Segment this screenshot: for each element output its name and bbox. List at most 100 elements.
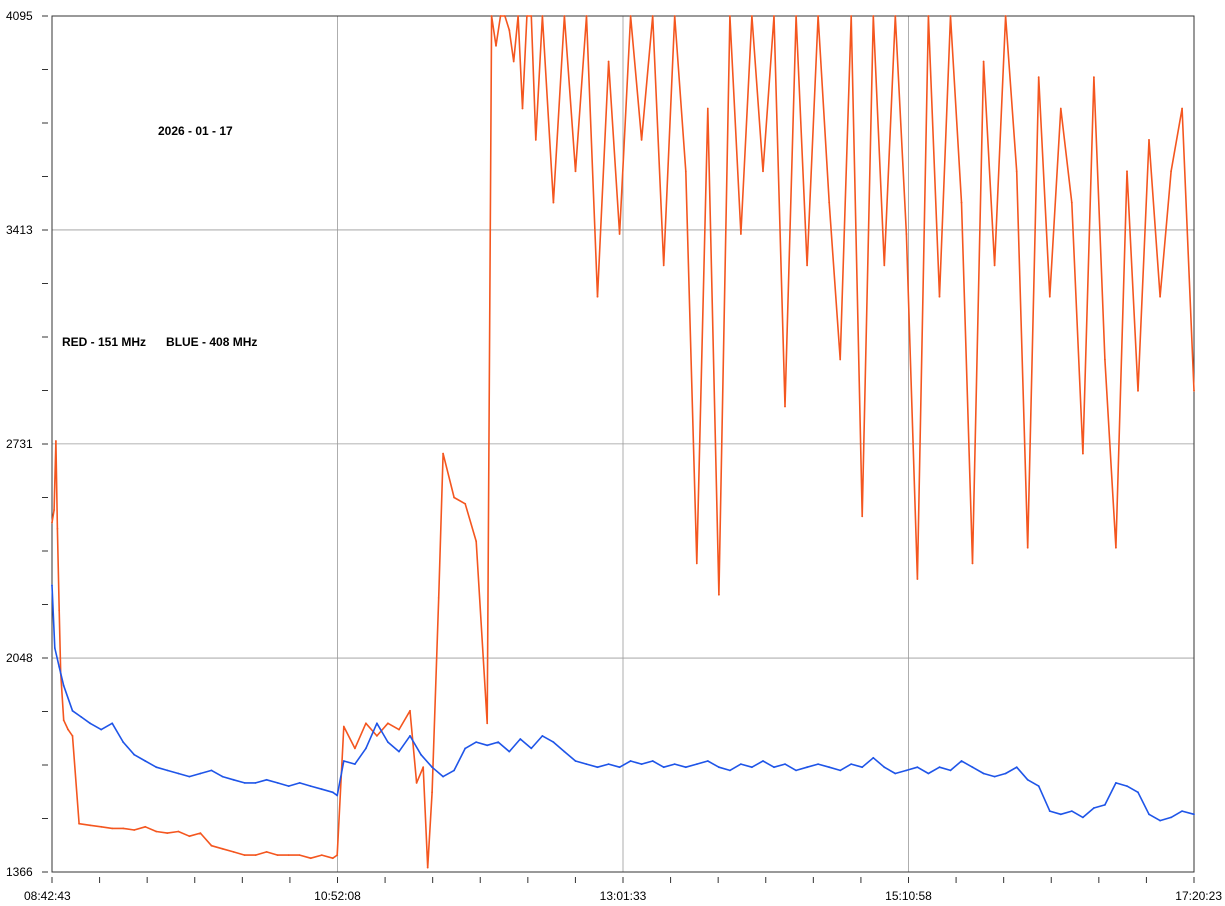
data-point-blue bbox=[464, 747, 467, 750]
data-point-blue bbox=[839, 769, 842, 772]
data-point-red bbox=[971, 562, 974, 565]
data-point-blue bbox=[431, 766, 433, 769]
data-point-red bbox=[232, 851, 235, 853]
data-point-red bbox=[166, 832, 169, 834]
data-point-red bbox=[111, 827, 114, 830]
data-point-blue bbox=[80, 716, 83, 718]
data-point-red bbox=[320, 854, 323, 856]
data-point-red bbox=[89, 824, 91, 827]
labels: 08:42:43 10:52:08 13:01:33 15:10:58 17:20:23… bbox=[6, 9, 1222, 903]
data-point-red bbox=[651, 15, 654, 17]
data-point-red bbox=[376, 735, 378, 737]
data-point-red bbox=[177, 830, 180, 833]
data-point-red bbox=[508, 29, 511, 31]
data-point-blue bbox=[354, 763, 356, 765]
data-point-red bbox=[982, 60, 985, 63]
data-point-red bbox=[916, 578, 919, 580]
data-point-blue bbox=[1115, 782, 1117, 784]
data-point-red bbox=[684, 170, 687, 173]
data-point-blue bbox=[453, 769, 455, 772]
data-point-red bbox=[563, 15, 566, 17]
data-point-blue bbox=[243, 782, 246, 784]
data-point-red bbox=[960, 201, 963, 204]
data-point-blue bbox=[497, 741, 500, 743]
data-point-blue bbox=[1170, 816, 1172, 819]
data-point-blue bbox=[949, 769, 952, 772]
data-point-red bbox=[210, 844, 213, 847]
data-point-blue bbox=[336, 794, 339, 797]
data-point-red bbox=[221, 847, 224, 850]
data-point-blue bbox=[265, 778, 268, 781]
data-point-blue bbox=[376, 722, 378, 725]
data-point-blue bbox=[365, 747, 367, 750]
data-point-blue bbox=[210, 769, 213, 772]
data-point-blue bbox=[993, 775, 996, 778]
data-point-red bbox=[927, 15, 930, 17]
data-point-blue bbox=[122, 741, 125, 743]
data-point-blue bbox=[155, 766, 158, 769]
data-point-blue bbox=[232, 778, 235, 781]
plot-frame bbox=[51, 15, 1195, 873]
data-point-blue bbox=[331, 791, 334, 794]
data-point-blue bbox=[718, 766, 720, 769]
data-point-red bbox=[56, 527, 59, 530]
data-point-red bbox=[475, 540, 478, 543]
x-tick-label: 08:42:43 bbox=[24, 889, 71, 903]
data-point-red bbox=[254, 854, 257, 856]
data-point-red bbox=[1015, 170, 1018, 173]
data-point-blue bbox=[1082, 816, 1084, 819]
series-legend-text: RED - 151 MHz BLUE - 408 MHz bbox=[62, 335, 257, 349]
data-point-red bbox=[1193, 389, 1195, 392]
data-point-red bbox=[872, 15, 875, 17]
data-point-red bbox=[342, 725, 345, 728]
data-point-blue bbox=[320, 788, 323, 791]
data-point-blue bbox=[486, 744, 489, 747]
data-point-blue bbox=[254, 782, 257, 784]
data-point-red bbox=[883, 264, 886, 267]
data-point-blue bbox=[883, 766, 886, 769]
data-point-red bbox=[640, 139, 643, 141]
data-point-red bbox=[861, 515, 864, 518]
data-point-blue bbox=[188, 775, 191, 778]
data-point-red bbox=[718, 593, 720, 596]
data-point-blue bbox=[1126, 785, 1128, 787]
data-point-blue bbox=[1159, 819, 1161, 822]
data-point-red bbox=[486, 722, 489, 725]
data-point-red bbox=[331, 857, 334, 860]
data-point-red bbox=[398, 728, 400, 731]
data-point-blue bbox=[861, 766, 864, 769]
data-point-red bbox=[55, 440, 57, 442]
data-point-blue bbox=[420, 753, 422, 756]
data-point-blue bbox=[905, 769, 908, 772]
y-tick-label: 2048 bbox=[6, 651, 33, 665]
data-point-blue bbox=[817, 763, 819, 765]
axes bbox=[42, 15, 1195, 883]
data-point-red bbox=[530, 15, 533, 17]
data-point-blue bbox=[519, 738, 522, 740]
data-point-red bbox=[905, 233, 908, 235]
data-point-red bbox=[431, 791, 433, 794]
data-point-red bbox=[422, 766, 425, 769]
data-point-blue bbox=[828, 766, 831, 769]
data-point-red bbox=[1082, 452, 1084, 455]
data-point-blue bbox=[640, 763, 643, 765]
data-point-red bbox=[495, 44, 497, 47]
data-point-blue bbox=[938, 766, 941, 769]
data-point-red bbox=[850, 15, 853, 17]
data-point-red bbox=[1115, 546, 1117, 549]
data-point-blue bbox=[795, 769, 797, 772]
data-point-red bbox=[839, 358, 842, 361]
data-point-red bbox=[442, 452, 444, 455]
data-point-red bbox=[453, 496, 455, 499]
data-point-blue bbox=[1137, 791, 1139, 794]
data-point-blue bbox=[552, 741, 555, 743]
data-point-blue bbox=[607, 763, 610, 765]
data-point-blue bbox=[287, 785, 290, 787]
data-point-red bbox=[100, 825, 103, 828]
data-point-blue bbox=[71, 709, 74, 712]
data-point-blue bbox=[298, 782, 301, 784]
data-point-blue bbox=[971, 766, 974, 769]
data-point-red bbox=[122, 827, 125, 830]
data-point-red bbox=[1148, 139, 1150, 141]
data-point-blue bbox=[1070, 810, 1073, 812]
